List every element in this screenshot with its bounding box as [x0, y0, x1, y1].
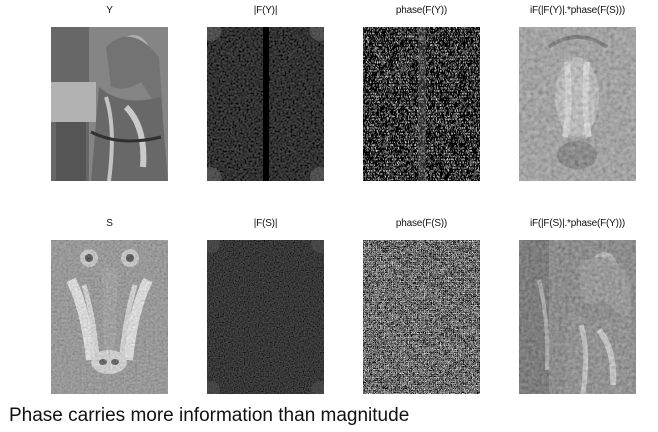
panel-label: iF(|F(S)|.*phase(F(Y))) [529, 218, 626, 229]
panel-label: |F(S)| [253, 218, 278, 229]
image-recon-magy-phases [519, 27, 636, 181]
panel-label: Y [106, 5, 113, 16]
image-phase-s [363, 240, 480, 394]
image-phase-y [363, 27, 480, 181]
panel-label: phase(F(S)) [395, 218, 448, 229]
image-s-baboon [51, 240, 168, 394]
image-recon-mags-phasey [519, 240, 636, 394]
image-y-woman [51, 27, 168, 181]
panel-label: iF(|F(Y)|.*phase(F(S))) [529, 5, 626, 16]
figure-caption: Phase carries more information than magn… [9, 405, 410, 426]
image-magnitude-y [207, 27, 324, 181]
panel-label: S [106, 218, 113, 229]
image-magnitude-s [207, 240, 324, 394]
panel-label: phase(F(Y)) [395, 5, 448, 16]
panel-label: |F(Y)| [253, 5, 278, 16]
